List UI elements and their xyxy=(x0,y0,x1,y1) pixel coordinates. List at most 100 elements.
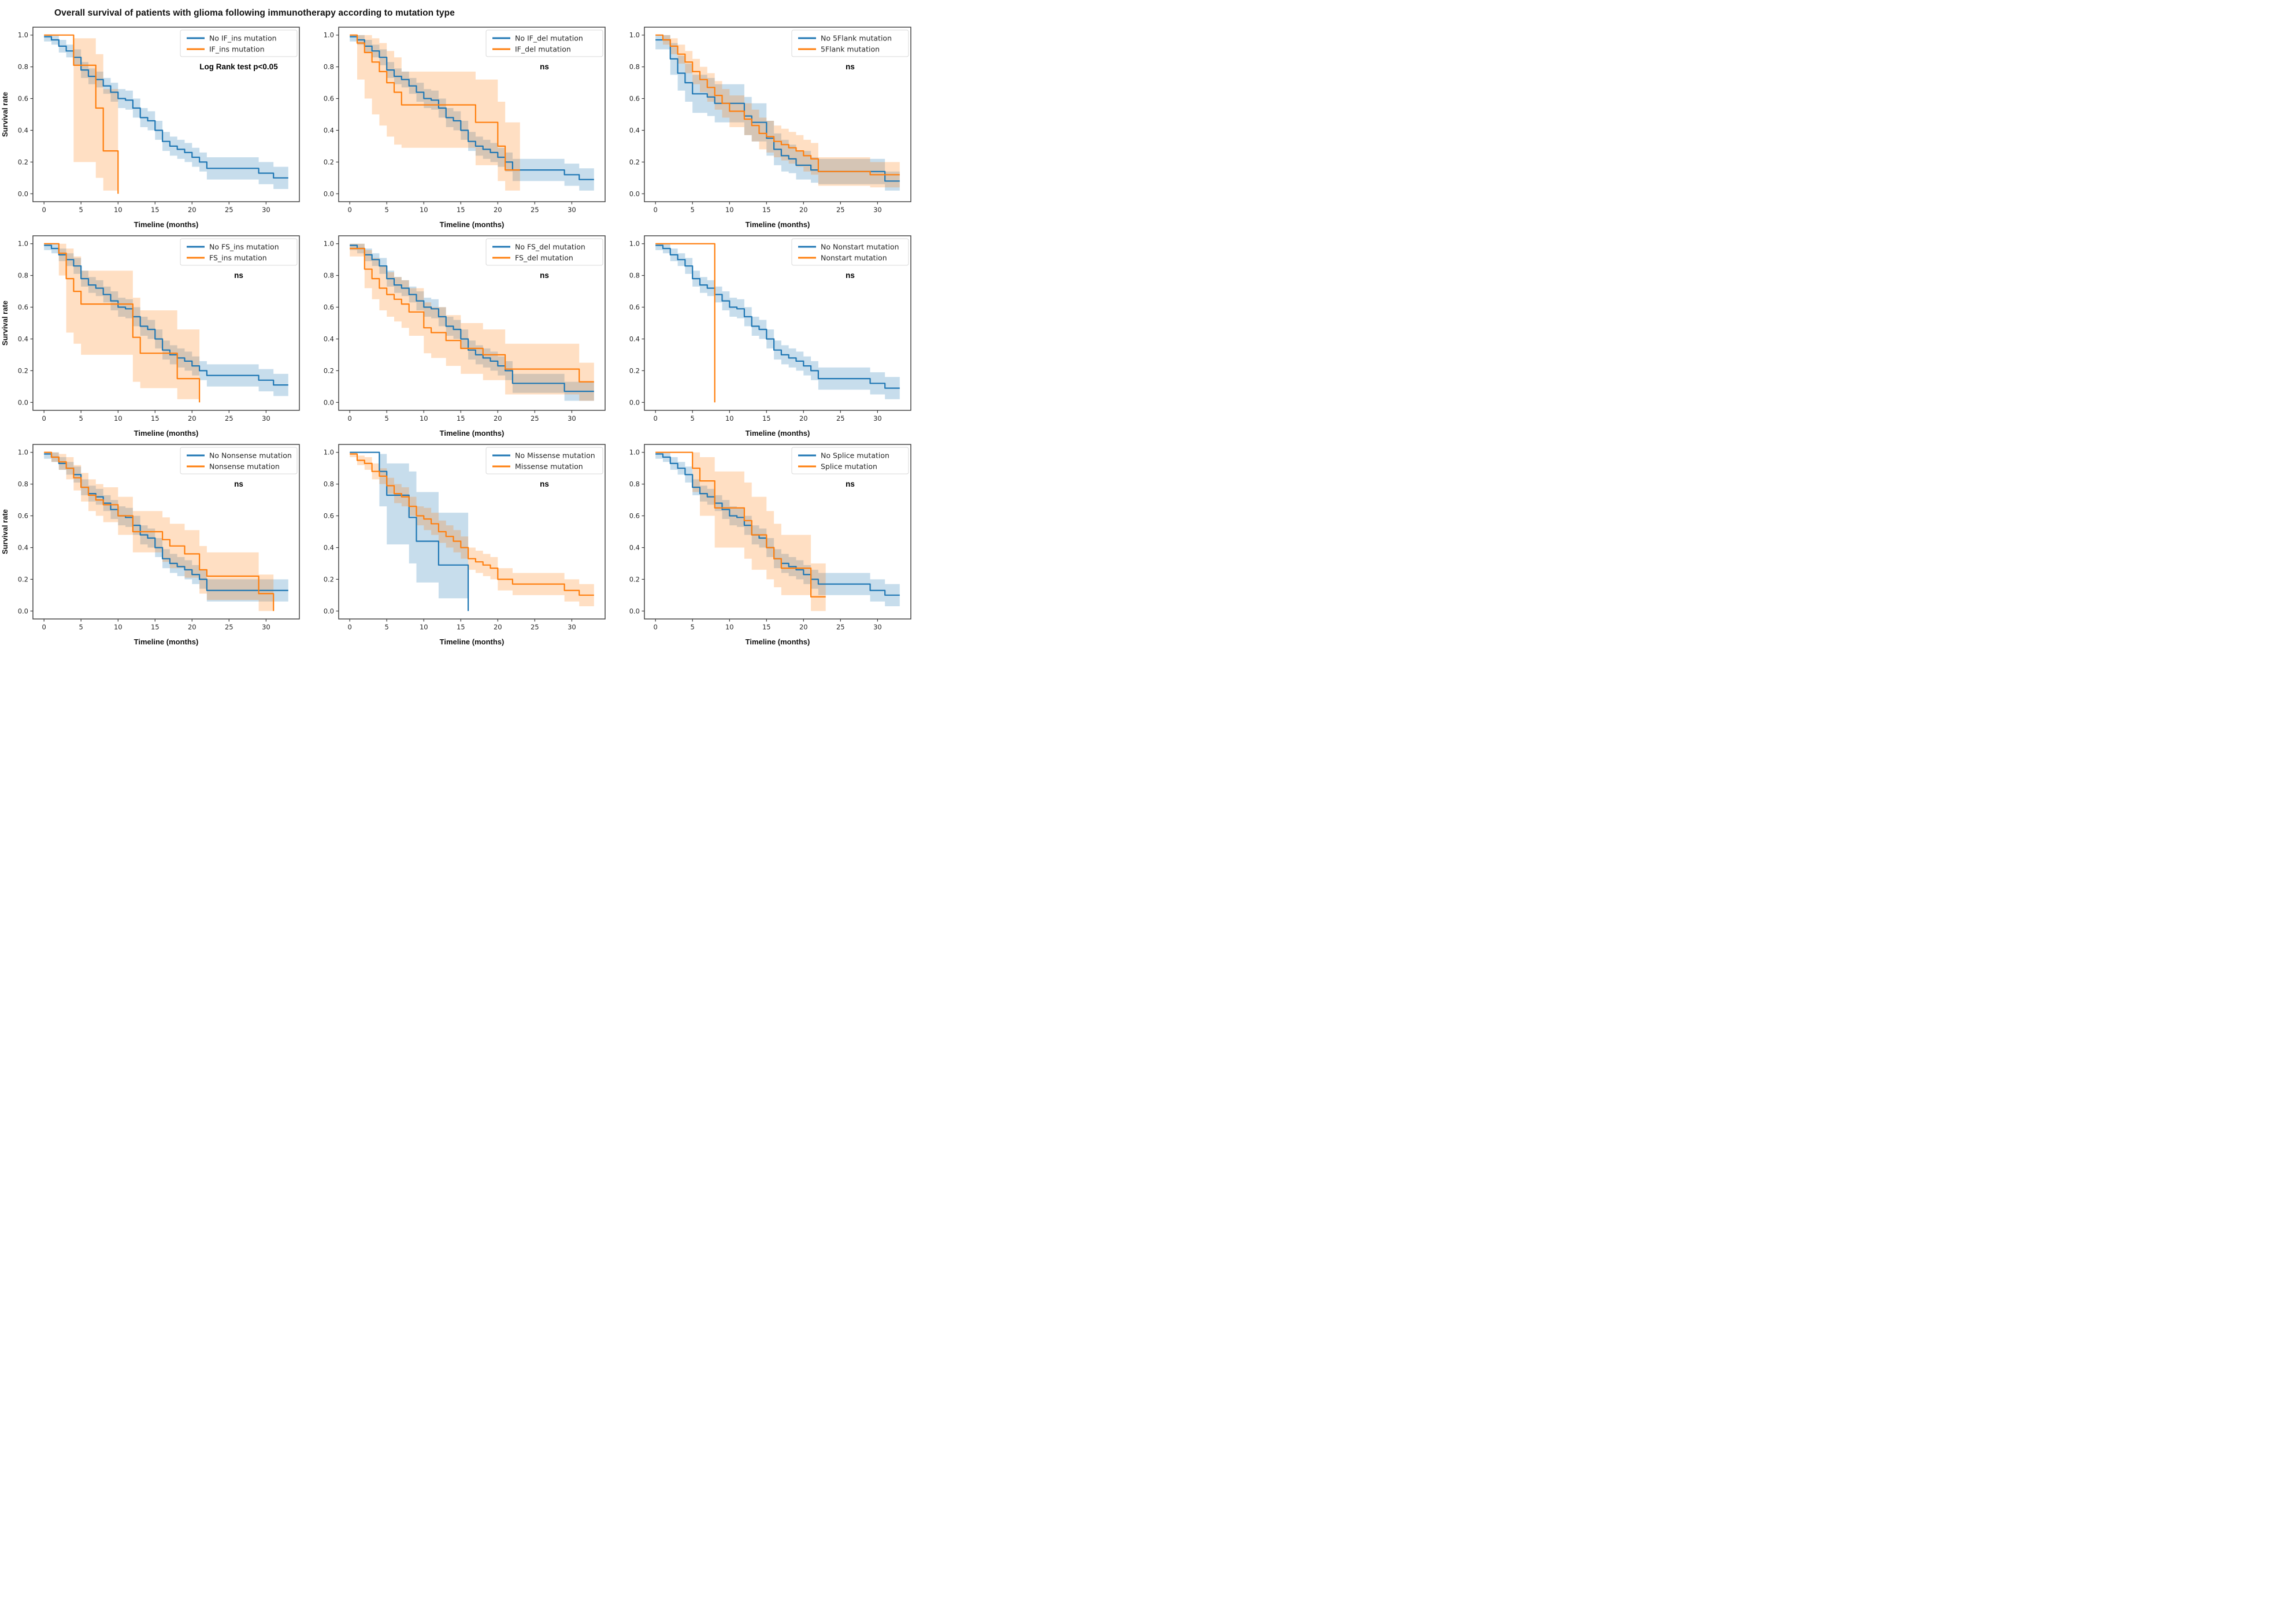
y-axis-label: Survival rate xyxy=(1,92,9,137)
y-tick-label: 0.4 xyxy=(629,544,640,552)
x-tick-label: 0 xyxy=(654,206,658,214)
y-tick-label: 0.2 xyxy=(18,158,28,166)
x-tick-label: 30 xyxy=(262,414,270,422)
x-tick-label: 15 xyxy=(762,623,771,631)
x-tick-label: 30 xyxy=(262,206,270,214)
x-tick-label: 10 xyxy=(420,623,428,631)
legend-box xyxy=(485,447,603,474)
km-plot-IF_ins: 0 5 10 15 20 25 30 0.0 0.2 0.4 0.6 0.8 1.0 Timeline (… xyxy=(1,27,300,229)
x-tick-label: 5 xyxy=(385,414,389,422)
legend-box xyxy=(791,447,909,474)
y-axis-label: Survival rate xyxy=(1,301,9,346)
x-tick-label: 10 xyxy=(725,414,734,422)
legend-label: No IF_ins mutation xyxy=(209,34,277,43)
x-tick-label: 0 xyxy=(654,414,658,422)
legend-label: Nonsense mutation xyxy=(209,462,280,471)
x-tick-label: 10 xyxy=(725,206,734,214)
x-tick-label: 0 xyxy=(348,206,352,214)
x-tick-label: 5 xyxy=(79,414,83,422)
x-tick-label: 30 xyxy=(568,206,576,214)
y-tick-label: 0.6 xyxy=(629,95,640,103)
y-tick-label: 0.8 xyxy=(324,480,334,488)
y-tick-label: 0.6 xyxy=(324,303,334,312)
plot-border xyxy=(644,235,911,411)
plot-border xyxy=(338,444,606,620)
x-tick-label: 15 xyxy=(457,414,465,422)
legend-label: No Nonstart mutation xyxy=(821,243,899,251)
y-tick-label: 0.8 xyxy=(18,272,28,280)
y-tick-label: 0.4 xyxy=(18,335,28,343)
x-tick-label: 15 xyxy=(151,206,160,214)
x-tick-label: 25 xyxy=(225,206,233,214)
panel-fs-del: 0 5 10 15 20 25 30 0.0 0.2 0.4 0.6 0.8 1.0 Timeline (… xyxy=(306,231,611,439)
x-tick-label: 10 xyxy=(420,206,428,214)
y-tick-label: 0.4 xyxy=(629,127,640,135)
confidence-band xyxy=(44,243,288,396)
km-curve-mutation xyxy=(655,451,826,598)
x-axis-label: Timeline (months) xyxy=(134,429,199,437)
x-tick-label: 0 xyxy=(654,623,658,631)
panel-fs-ins: 0 5 10 15 20 25 30 0.0 0.2 0.4 0.6 0.8 1.0 Timeline (… xyxy=(0,231,306,439)
panel-grid: 0 5 10 15 20 25 30 0.0 0.2 0.4 0.6 0.8 1.0 Timeline (… xyxy=(0,22,918,648)
x-tick-label: 25 xyxy=(836,623,845,631)
x-axis-label: Timeline (months) xyxy=(746,429,810,437)
y-tick-label: 1.0 xyxy=(324,240,334,248)
legend-box xyxy=(180,447,298,474)
y-tick-label: 1.0 xyxy=(629,240,640,248)
x-tick-label: 15 xyxy=(457,623,465,631)
y-tick-label: 0.0 xyxy=(18,398,28,406)
x-tick-label: 20 xyxy=(799,414,808,422)
legend-label: No FS_del mutation xyxy=(515,243,585,251)
legend: No Missense mutation Missense mutation xyxy=(485,447,603,474)
y-axis-label: Survival rate xyxy=(1,509,9,554)
x-tick-label: 5 xyxy=(385,623,389,631)
x-axis-label: Timeline (months) xyxy=(440,429,505,437)
y-tick-label: 1.0 xyxy=(18,31,28,39)
km-plot-Missense: 0 5 10 15 20 25 30 0.0 0.2 0.4 0.6 0.8 1.0 Timeline (… xyxy=(324,444,606,646)
km-curve-no-mutation xyxy=(655,39,900,182)
x-tick-label: 15 xyxy=(151,414,160,422)
y-tick-label: 0.8 xyxy=(324,272,334,280)
x-tick-label: 20 xyxy=(188,623,196,631)
legend-label: No 5Flank mutation xyxy=(821,34,892,43)
y-tick-label: 0.4 xyxy=(629,335,640,343)
confidence-band xyxy=(44,243,200,403)
x-tick-label: 10 xyxy=(114,206,123,214)
confidence-band xyxy=(350,243,594,401)
significance-annotation: ns xyxy=(234,271,243,280)
km-curve-mutation xyxy=(44,243,201,403)
plot-border xyxy=(644,444,911,620)
x-axis-label: Timeline (months) xyxy=(746,637,810,646)
x-tick-label: 15 xyxy=(457,206,465,214)
x-tick-label: 0 xyxy=(348,623,352,631)
y-tick-label: 1.0 xyxy=(324,31,334,39)
km-curve-no-mutation xyxy=(44,244,288,386)
x-axis-label: Timeline (months) xyxy=(440,220,505,229)
panel-nonsense: 0 5 10 15 20 25 30 0.0 0.2 0.4 0.6 0.8 1.0 Timeline (… xyxy=(0,439,306,648)
x-tick-label: 20 xyxy=(188,414,196,422)
y-tick-label: 0.0 xyxy=(324,190,334,198)
x-tick-label: 5 xyxy=(385,206,389,214)
y-tick-label: 0.8 xyxy=(629,272,640,280)
panel-5flank: 0 5 10 15 20 25 30 0.0 0.2 0.4 0.6 0.8 1.0 Timeline (… xyxy=(611,22,917,231)
km-curve-mutation xyxy=(655,243,715,403)
plot-border xyxy=(32,27,300,202)
y-tick-label: 0.2 xyxy=(629,158,640,166)
legend-box xyxy=(485,29,603,57)
y-tick-label: 0.8 xyxy=(629,480,640,488)
km-plot-FS_del: 0 5 10 15 20 25 30 0.0 0.2 0.4 0.6 0.8 1.0 Timeline (… xyxy=(324,235,606,437)
plot-border xyxy=(32,235,300,411)
y-tick-label: 0.2 xyxy=(629,575,640,583)
km-curve-mutation xyxy=(350,34,520,171)
significance-annotation: Log Rank test p<0.05 xyxy=(199,62,278,71)
y-tick-label: 0.2 xyxy=(324,575,334,583)
legend-label: No IF_del mutation xyxy=(515,34,583,43)
x-tick-label: 30 xyxy=(873,414,882,422)
confidence-band xyxy=(350,452,469,611)
panel-splice: 0 5 10 15 20 25 30 0.0 0.2 0.4 0.6 0.8 1.0 Timeline (… xyxy=(611,439,917,648)
km-curve-no-mutation xyxy=(44,36,288,179)
y-tick-label: 0.4 xyxy=(18,127,28,135)
panel-missense: 0 5 10 15 20 25 30 0.0 0.2 0.4 0.6 0.8 1.0 Timeline (… xyxy=(306,439,611,648)
y-tick-label: 1.0 xyxy=(18,448,28,457)
panel-if-del: 0 5 10 15 20 25 30 0.0 0.2 0.4 0.6 0.8 1.0 Timeline (… xyxy=(306,22,611,231)
